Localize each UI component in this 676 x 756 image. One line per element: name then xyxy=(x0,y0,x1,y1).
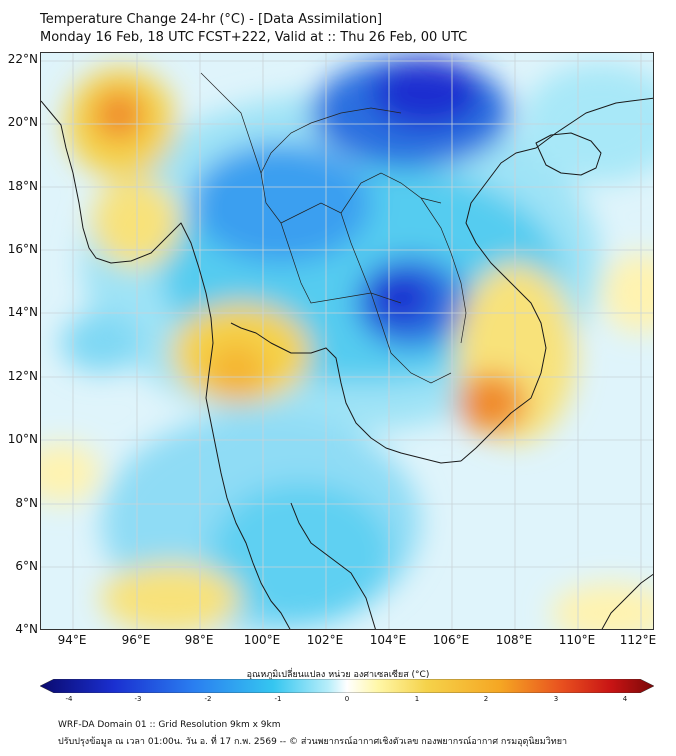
lat-label: 20°N xyxy=(7,115,38,129)
colorbar-tick: 4 xyxy=(622,695,628,703)
lat-label: 16°N xyxy=(7,242,38,256)
lat-label: 22°N xyxy=(7,52,38,66)
temperature-change-map xyxy=(41,53,653,629)
lon-label: 104°E xyxy=(369,633,407,647)
chart-subtitle: Monday 16 Feb, 18 UTC FCST+222, Valid at… xyxy=(40,30,468,45)
colorbar-tick: 2 xyxy=(483,695,489,703)
map-panel xyxy=(40,52,654,630)
lon-label: 112°E xyxy=(619,633,657,647)
colorbar-tick: 3 xyxy=(553,695,559,703)
colorbar-title: อุณหภูมิเปลี่ยนแปลง หน่วย องศาเซลเซียส (… xyxy=(246,670,430,680)
lon-label: 108°E xyxy=(495,633,533,647)
lat-label: 12°N xyxy=(7,369,38,383)
lon-label: 110°E xyxy=(558,633,596,647)
lon-label: 102°E xyxy=(306,633,344,647)
lon-label: 96°E xyxy=(121,633,151,647)
country-borders xyxy=(200,72,467,384)
colorbar-tick: 1 xyxy=(414,695,420,703)
lat-label: 18°N xyxy=(7,179,38,193)
lon-label: 98°E xyxy=(184,633,214,647)
graticule xyxy=(41,53,653,629)
colorbar-tick: 0 xyxy=(344,695,350,703)
colorbar-tick: -4 xyxy=(65,695,73,703)
colorbar-tick: -3 xyxy=(134,695,142,703)
chart-title: Temperature Change 24-hr (°C) - [Data As… xyxy=(40,12,383,27)
coastlines xyxy=(41,97,653,629)
footer-model-info: WRF-DA Domain 01 :: Grid Resolution 9km … xyxy=(58,720,281,730)
colorbar xyxy=(40,679,654,693)
lat-label: 4°N xyxy=(15,622,38,636)
lat-label: 6°N xyxy=(15,559,38,573)
lon-label: 106°E xyxy=(432,633,470,647)
lon-label: 100°E xyxy=(243,633,281,647)
footer-update-info: ปรับปรุงข้อมูล ณ เวลา 01:00น. วัน อ. ที่… xyxy=(58,737,568,747)
lon-label: 94°E xyxy=(57,633,87,647)
lat-label: 10°N xyxy=(7,432,38,446)
lat-label: 14°N xyxy=(7,305,38,319)
colorbar-tick: -2 xyxy=(204,695,212,703)
lat-label: 8°N xyxy=(15,496,38,510)
colorbar-tick: -1 xyxy=(274,695,282,703)
